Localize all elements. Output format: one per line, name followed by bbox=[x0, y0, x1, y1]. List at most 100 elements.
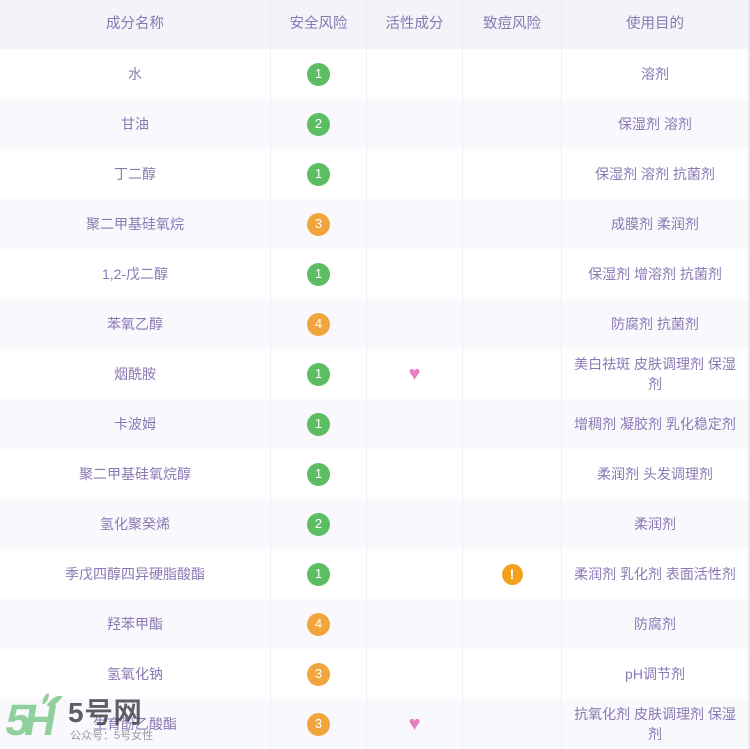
ingredient-name-cell: 氢化聚癸烯 bbox=[0, 499, 271, 549]
table-row: 丁二醇 1 保湿剂 溶剂 抗菌剂 bbox=[0, 149, 750, 199]
safety-risk-badge: 2 bbox=[307, 512, 330, 536]
active-ingredient-cell bbox=[367, 149, 463, 199]
safety-risk-cell: 4 bbox=[271, 599, 367, 649]
safety-risk-cell: 3 bbox=[271, 699, 367, 749]
safety-risk-badge: 3 bbox=[307, 212, 330, 236]
acne-risk-cell bbox=[463, 699, 562, 749]
usage-purpose-cell: 成膜剂 柔润剂 bbox=[562, 199, 750, 249]
safety-risk-badge: 4 bbox=[307, 612, 330, 636]
safety-risk-badge: 1 bbox=[307, 362, 330, 386]
ingredient-name-cell: 氢氧化钠 bbox=[0, 649, 271, 699]
ingredient-table-body: 水 1 溶剂甘油 2 保湿剂 溶剂丁二醇 1 保湿剂 溶剂 抗菌剂聚二甲基硅氧烷 3 成膜剂 柔… bbox=[0, 49, 750, 749]
column-header-safety-risk: 安全风险 bbox=[271, 0, 367, 49]
safety-risk-badge: 3 bbox=[307, 712, 330, 736]
active-ingredient-cell: ♥ bbox=[367, 349, 463, 399]
active-ingredient-cell bbox=[367, 499, 463, 549]
table-row: 水 1 溶剂 bbox=[0, 49, 750, 99]
active-ingredient-cell bbox=[367, 549, 463, 599]
ingredient-name-cell: 甘油 bbox=[0, 99, 271, 149]
active-ingredient-cell: ♥ bbox=[367, 699, 463, 749]
active-ingredient-cell bbox=[367, 299, 463, 349]
table-header: 成分名称 安全风险 活性成分 致痘风险 使用目的 bbox=[0, 0, 750, 49]
usage-purpose-cell: 防腐剂 bbox=[562, 599, 750, 649]
table-row: 1,2-戊二醇 1 保湿剂 增溶剂 抗菌剂 bbox=[0, 249, 750, 299]
active-ingredient-cell bbox=[367, 399, 463, 449]
acne-risk-cell bbox=[463, 349, 562, 399]
ingredient-name-cell: 生育酚乙酸酯 bbox=[0, 699, 271, 749]
acne-risk-cell bbox=[463, 299, 562, 349]
safety-risk-cell: 2 bbox=[271, 99, 367, 149]
usage-purpose-cell: 溶剂 bbox=[562, 49, 750, 99]
active-ingredient-cell bbox=[367, 49, 463, 99]
safety-risk-cell: 1 bbox=[271, 149, 367, 199]
active-ingredient-cell bbox=[367, 599, 463, 649]
safety-risk-badge: 4 bbox=[307, 312, 330, 336]
active-ingredient-cell bbox=[367, 99, 463, 149]
usage-purpose-cell: 美白祛斑 皮肤调理剂 保湿剂 bbox=[562, 349, 750, 399]
acne-risk-cell bbox=[463, 599, 562, 649]
ingredient-name-cell: 水 bbox=[0, 49, 271, 99]
safety-risk-cell: 1 bbox=[271, 349, 367, 399]
ingredient-name-cell: 苯氧乙醇 bbox=[0, 299, 271, 349]
ingredient-name-cell: 羟苯甲酯 bbox=[0, 599, 271, 649]
safety-risk-cell: 3 bbox=[271, 199, 367, 249]
acne-risk-cell bbox=[463, 399, 562, 449]
safety-risk-badge: 1 bbox=[307, 62, 330, 86]
safety-risk-cell: 3 bbox=[271, 649, 367, 699]
table-row: 聚二甲基硅氧烷醇 1 柔润剂 头发调理剂 bbox=[0, 449, 750, 499]
active-ingredient-cell bbox=[367, 449, 463, 499]
usage-purpose-cell: 柔润剂 头发调理剂 bbox=[562, 449, 750, 499]
ingredient-name-cell: 丁二醇 bbox=[0, 149, 271, 199]
safety-risk-cell: 1 bbox=[271, 549, 367, 599]
ingredient-name-cell: 聚二甲基硅氧烷 bbox=[0, 199, 271, 249]
safety-risk-badge: 3 bbox=[307, 662, 330, 686]
ingredient-name-cell: 卡波姆 bbox=[0, 399, 271, 449]
active-ingredient-cell bbox=[367, 249, 463, 299]
table-row: 氢氧化钠 3 pH调节剂 bbox=[0, 649, 750, 699]
table-row: 聚二甲基硅氧烷 3 成膜剂 柔润剂 bbox=[0, 199, 750, 249]
usage-purpose-cell: 柔润剂 乳化剂 表面活性剂 bbox=[562, 549, 750, 599]
usage-purpose-cell: pH调节剂 bbox=[562, 649, 750, 699]
acne-risk-cell bbox=[463, 149, 562, 199]
active-ingredient-cell bbox=[367, 199, 463, 249]
usage-purpose-cell: 保湿剂 溶剂 抗菌剂 bbox=[562, 149, 750, 199]
safety-risk-badge: 1 bbox=[307, 462, 330, 486]
column-header-usage-purpose: 使用目的 bbox=[562, 0, 750, 49]
table-row: 甘油 2 保湿剂 溶剂 bbox=[0, 99, 750, 149]
table-row: 氢化聚癸烯 2 柔润剂 bbox=[0, 499, 750, 549]
column-header-active-ingredient: 活性成分 bbox=[367, 0, 463, 49]
acne-risk-cell bbox=[463, 49, 562, 99]
usage-purpose-cell: 保湿剂 增溶剂 抗菌剂 bbox=[562, 249, 750, 299]
heart-icon: ♥ bbox=[408, 363, 421, 385]
table-row: 卡波姆 1 增稠剂 凝胶剂 乳化稳定剂 bbox=[0, 399, 750, 449]
table-row: 烟酰胺 1 ♥ 美白祛斑 皮肤调理剂 保湿剂 bbox=[0, 349, 750, 399]
column-header-ingredient-name: 成分名称 bbox=[0, 0, 271, 49]
usage-purpose-cell: 增稠剂 凝胶剂 乳化稳定剂 bbox=[562, 399, 750, 449]
safety-risk-badge: 2 bbox=[307, 112, 330, 136]
acne-risk-cell bbox=[463, 249, 562, 299]
safety-risk-badge: 1 bbox=[307, 412, 330, 436]
acne-risk-cell bbox=[463, 499, 562, 549]
table-row: 季戊四醇四异硬脂酸酯 1! 柔润剂 乳化剂 表面活性剂 bbox=[0, 549, 750, 599]
exclamation-icon: ! bbox=[501, 563, 523, 585]
usage-purpose-cell: 柔润剂 bbox=[562, 499, 750, 549]
table-row: 生育酚乙酸酯 3 ♥ 抗氧化剂 皮肤调理剂 保湿剂 bbox=[0, 699, 750, 749]
usage-purpose-cell: 抗氧化剂 皮肤调理剂 保湿剂 bbox=[562, 699, 750, 749]
usage-purpose-cell: 保湿剂 溶剂 bbox=[562, 99, 750, 149]
safety-risk-badge: 1 bbox=[307, 162, 330, 186]
acne-risk-cell bbox=[463, 99, 562, 149]
safety-risk-badge: 1 bbox=[307, 562, 330, 586]
heart-icon: ♥ bbox=[408, 713, 421, 735]
safety-risk-cell: 2 bbox=[271, 499, 367, 549]
safety-risk-cell: 4 bbox=[271, 299, 367, 349]
table-row: 羟苯甲酯 4 防腐剂 bbox=[0, 599, 750, 649]
safety-risk-cell: 1 bbox=[271, 399, 367, 449]
acne-risk-cell bbox=[463, 649, 562, 699]
table-row: 苯氧乙醇 4 防腐剂 抗菌剂 bbox=[0, 299, 750, 349]
column-header-acne-risk: 致痘风险 bbox=[463, 0, 562, 49]
usage-purpose-cell: 防腐剂 抗菌剂 bbox=[562, 299, 750, 349]
ingredient-name-cell: 季戊四醇四异硬脂酸酯 bbox=[0, 549, 271, 599]
active-ingredient-cell bbox=[367, 649, 463, 699]
ingredient-name-cell: 聚二甲基硅氧烷醇 bbox=[0, 449, 271, 499]
